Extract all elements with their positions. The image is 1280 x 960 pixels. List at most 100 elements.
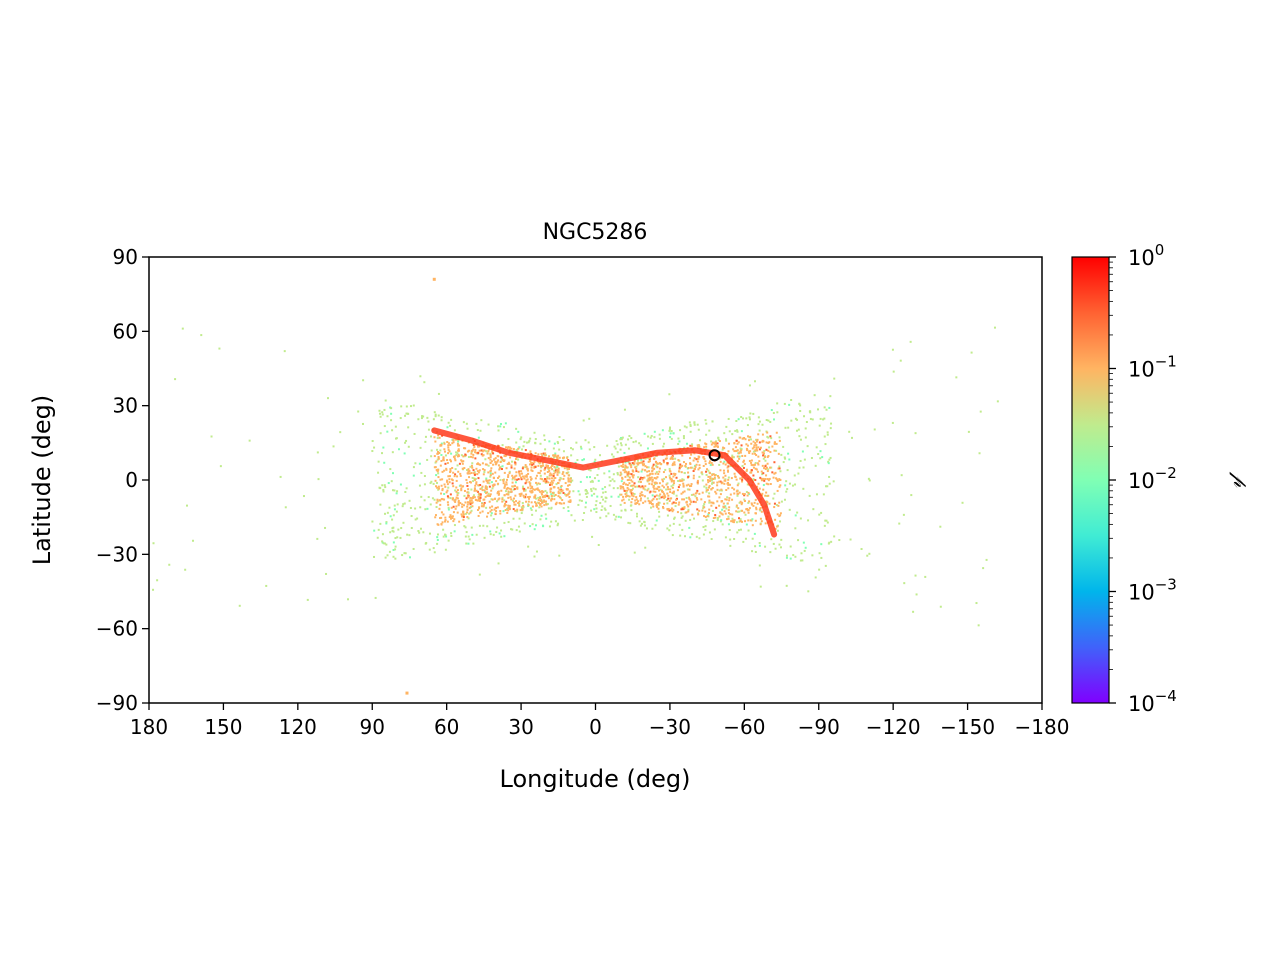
scatter-point <box>507 509 510 512</box>
scatter-point <box>544 454 547 457</box>
scatter-point <box>548 477 551 480</box>
scatter-point <box>378 409 381 412</box>
scatter-point <box>746 448 749 451</box>
scatter-point <box>653 487 656 490</box>
scatter-point <box>587 468 590 471</box>
scatter-point <box>752 478 755 481</box>
scatter-point <box>737 482 740 485</box>
scatter-point <box>735 450 738 453</box>
scatter-point <box>568 495 571 498</box>
scatter-point <box>522 504 525 507</box>
scatter-point <box>621 436 624 439</box>
scatter-point <box>758 448 761 451</box>
scatter-point <box>727 512 730 515</box>
scatter-point <box>401 554 404 557</box>
scatter-point <box>669 524 672 527</box>
scatter-point <box>482 473 485 476</box>
scatter-point <box>711 463 714 466</box>
scatter-point <box>647 466 650 469</box>
scatter-point <box>410 515 413 518</box>
scatter-point <box>504 502 507 505</box>
scatter-point <box>395 510 398 513</box>
scatter-point <box>601 487 604 490</box>
scatter-point <box>545 480 548 483</box>
scatter-point <box>537 453 540 456</box>
scatter-point <box>636 459 639 462</box>
scatter-point <box>670 507 673 510</box>
scatter-point <box>773 461 776 464</box>
scatter-point <box>707 475 710 478</box>
scatter-point <box>704 460 707 463</box>
scatter-point <box>744 454 747 457</box>
scatter-point <box>619 493 622 496</box>
scatter-point <box>452 455 455 458</box>
scatter-point <box>450 534 453 537</box>
scatter-point <box>566 456 569 459</box>
scatter-point <box>752 474 755 477</box>
scatter-point <box>393 508 396 511</box>
scatter-point <box>748 459 751 462</box>
scatter-point <box>493 458 496 461</box>
scatter-point <box>461 460 464 463</box>
scatter-point <box>747 450 750 453</box>
scatter-point <box>469 481 472 484</box>
scatter-point <box>630 489 633 492</box>
scatter-point <box>540 464 543 467</box>
scatter-point <box>665 488 668 491</box>
scatter-point <box>446 441 449 444</box>
scatter-point <box>634 502 637 505</box>
scatter-point <box>457 444 460 447</box>
scatter-point <box>486 491 489 494</box>
scatter-point <box>472 495 475 498</box>
scatter-point <box>707 513 710 516</box>
scatter-point <box>802 466 805 469</box>
scatter-point <box>492 518 495 521</box>
scatter-point <box>435 474 438 477</box>
scatter-point <box>724 463 727 466</box>
scatter-point <box>489 452 492 455</box>
scatter-point <box>492 463 495 466</box>
scatter-point <box>651 472 654 475</box>
scatter-point <box>567 459 570 462</box>
scatter-point <box>449 469 452 472</box>
scatter-point <box>496 454 499 457</box>
scatter-point <box>620 438 623 441</box>
scatter-point <box>716 518 719 521</box>
scatter-point <box>733 472 736 475</box>
scatter-point <box>501 444 504 447</box>
scatter-point <box>501 496 504 499</box>
scatter-point <box>743 511 746 514</box>
scatter-point <box>518 446 521 449</box>
scatter-point <box>625 483 628 486</box>
scatter-point <box>632 484 635 487</box>
scatter-point <box>389 515 392 518</box>
scatter-point <box>383 512 386 515</box>
scatter-point <box>702 464 705 467</box>
scatter-point <box>712 517 715 520</box>
scatter-point <box>399 483 402 486</box>
scatter-point <box>553 456 556 459</box>
scatter-point <box>567 474 570 477</box>
scatter-point <box>764 545 767 548</box>
scatter-point <box>657 485 660 488</box>
scatter-point <box>530 491 533 494</box>
colorbar-tick-label: 10−1 <box>1128 353 1177 382</box>
scatter-point <box>686 488 689 491</box>
scatter-point <box>459 501 462 504</box>
scatter-point <box>436 448 439 451</box>
scatter-point <box>390 412 393 415</box>
scatter-point <box>655 504 658 507</box>
scatter-point <box>696 444 699 447</box>
scatter-point <box>475 533 478 536</box>
scatter-point <box>531 490 534 493</box>
scatter-point <box>462 455 465 458</box>
scatter-point <box>456 452 459 455</box>
scatter-point <box>548 469 551 472</box>
scatter-point <box>485 463 488 466</box>
scatter-point <box>503 454 506 457</box>
scatter-point <box>552 472 555 475</box>
scatter-point <box>514 481 517 484</box>
scatter-point <box>669 488 672 491</box>
scatter-point <box>639 481 642 484</box>
scatter-point <box>489 510 492 513</box>
